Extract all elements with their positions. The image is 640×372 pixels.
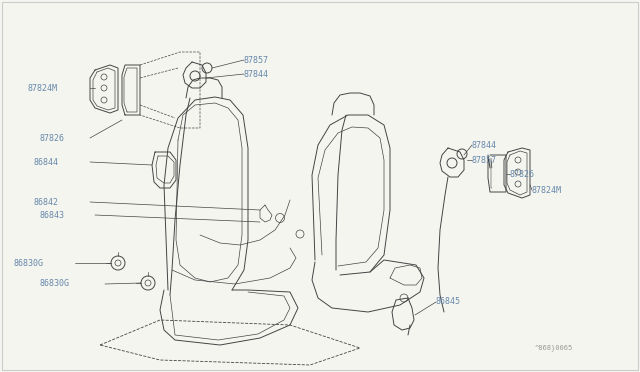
Text: 87826: 87826 <box>510 170 535 179</box>
Text: ^868}0065: ^868}0065 <box>535 344 573 352</box>
Text: 87824M: 87824M <box>532 186 562 195</box>
Text: 87824M: 87824M <box>28 83 58 93</box>
Text: 86844: 86844 <box>33 157 58 167</box>
Text: 86830G: 86830G <box>14 259 44 267</box>
Text: 87844: 87844 <box>472 141 497 150</box>
Text: 87857: 87857 <box>244 55 269 64</box>
Text: 87844: 87844 <box>244 70 269 78</box>
Text: 86830G: 86830G <box>40 279 70 289</box>
Text: 87857: 87857 <box>472 155 497 164</box>
Text: 86845: 86845 <box>436 298 461 307</box>
Text: 86843: 86843 <box>40 211 65 219</box>
Text: 86842: 86842 <box>33 198 58 206</box>
Text: 87826: 87826 <box>40 134 65 142</box>
